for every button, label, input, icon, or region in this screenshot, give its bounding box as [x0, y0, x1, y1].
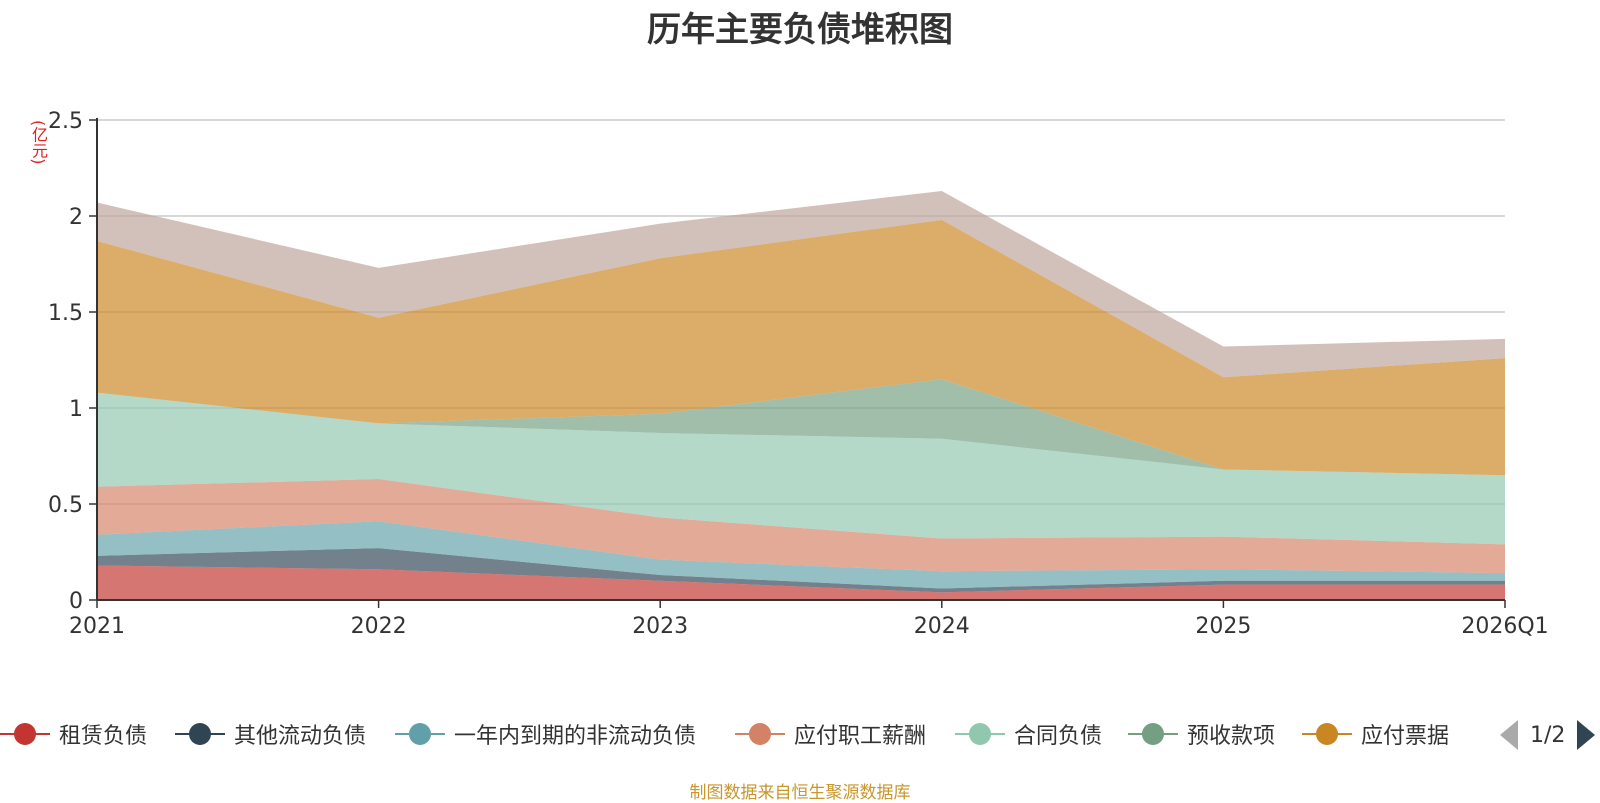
legend-marker-icon	[735, 712, 785, 756]
legend-prev-page-icon[interactable]	[1500, 720, 1518, 750]
area-series	[97, 521, 1505, 589]
legend-marker-icon	[955, 712, 1005, 756]
x-tick-label: 2026Q1	[1461, 614, 1548, 639]
legend-item[interactable]: 应付职工薪酬	[735, 712, 926, 756]
legend-marker-icon	[0, 712, 50, 756]
stacked-area-chart: 0 0.5 1 1.5 2 2.5 2021 2022 2023 2024 2025 2026Q1	[48, 109, 1549, 639]
area-series	[97, 379, 1505, 476]
legend-marker-icon	[175, 712, 225, 756]
legend-marker-icon	[395, 712, 445, 756]
legend-page-indicator: 1/2	[1530, 722, 1566, 748]
axes: 0 0.5 1 1.5 2 2.5 2021 2022 2023 2024 2025 2026Q1	[48, 109, 1549, 639]
x-tick-label: 2021	[69, 614, 125, 639]
legend: 租赁负债 其他流动负债 一年内到期的非流动负债 应付职工薪酬 合同负债 预收款项 应付票据	[0, 712, 1600, 756]
x-tick-label: 2023	[632, 614, 688, 639]
legend-label: 应付票据	[1361, 724, 1450, 749]
legend-marker-icon	[1128, 712, 1178, 756]
y-tick-label: 2	[69, 205, 83, 230]
x-tick-label: 2025	[1195, 614, 1251, 639]
area-series-group	[97, 191, 1505, 600]
x-tick-label: 2024	[914, 614, 970, 639]
y-tick-label: 1.5	[48, 301, 83, 326]
x-tick-label: 2022	[351, 614, 407, 639]
legend-next-page-icon[interactable]	[1577, 720, 1596, 750]
y-tick-label: 1	[69, 397, 83, 422]
area-series	[97, 191, 1505, 378]
legend-label: 一年内到期的非流动负债	[454, 724, 697, 749]
legend-pager: 1/2	[1500, 718, 1596, 752]
y-tick-label: 0.5	[48, 493, 83, 518]
y-axis-unit-label: (亿元)	[29, 120, 48, 165]
y-tick-label: 2.5	[48, 109, 83, 134]
legend-item[interactable]: 应付票据	[1302, 712, 1449, 756]
area-series	[97, 565, 1505, 600]
area-series	[97, 548, 1505, 593]
area-series	[97, 479, 1505, 574]
legend-label: 应付职工薪酬	[794, 724, 927, 749]
legend-item[interactable]: 租赁负债	[0, 712, 147, 756]
y-tick-label: 0	[69, 589, 83, 614]
legend-item[interactable]: 合同负债	[955, 712, 1102, 756]
legend-item[interactable]: 一年内到期的非流动负债	[395, 712, 696, 756]
legend-label: 合同负债	[1014, 724, 1103, 749]
legend-marker-icon	[1302, 712, 1352, 756]
data-source-note: 制图数据来自恒生聚源数据库	[689, 783, 911, 803]
legend-item[interactable]: 其他流动负债	[175, 712, 366, 756]
legend-item[interactable]: 预收款项	[1128, 712, 1275, 756]
legend-label: 其他流动负债	[234, 724, 367, 749]
legend-label: 租赁负债	[59, 724, 148, 749]
area-series	[97, 392, 1505, 545]
chart-title: 历年主要负债堆积图	[647, 10, 953, 50]
legend-label: 预收款项	[1187, 724, 1276, 749]
area-series	[97, 219, 1505, 476]
